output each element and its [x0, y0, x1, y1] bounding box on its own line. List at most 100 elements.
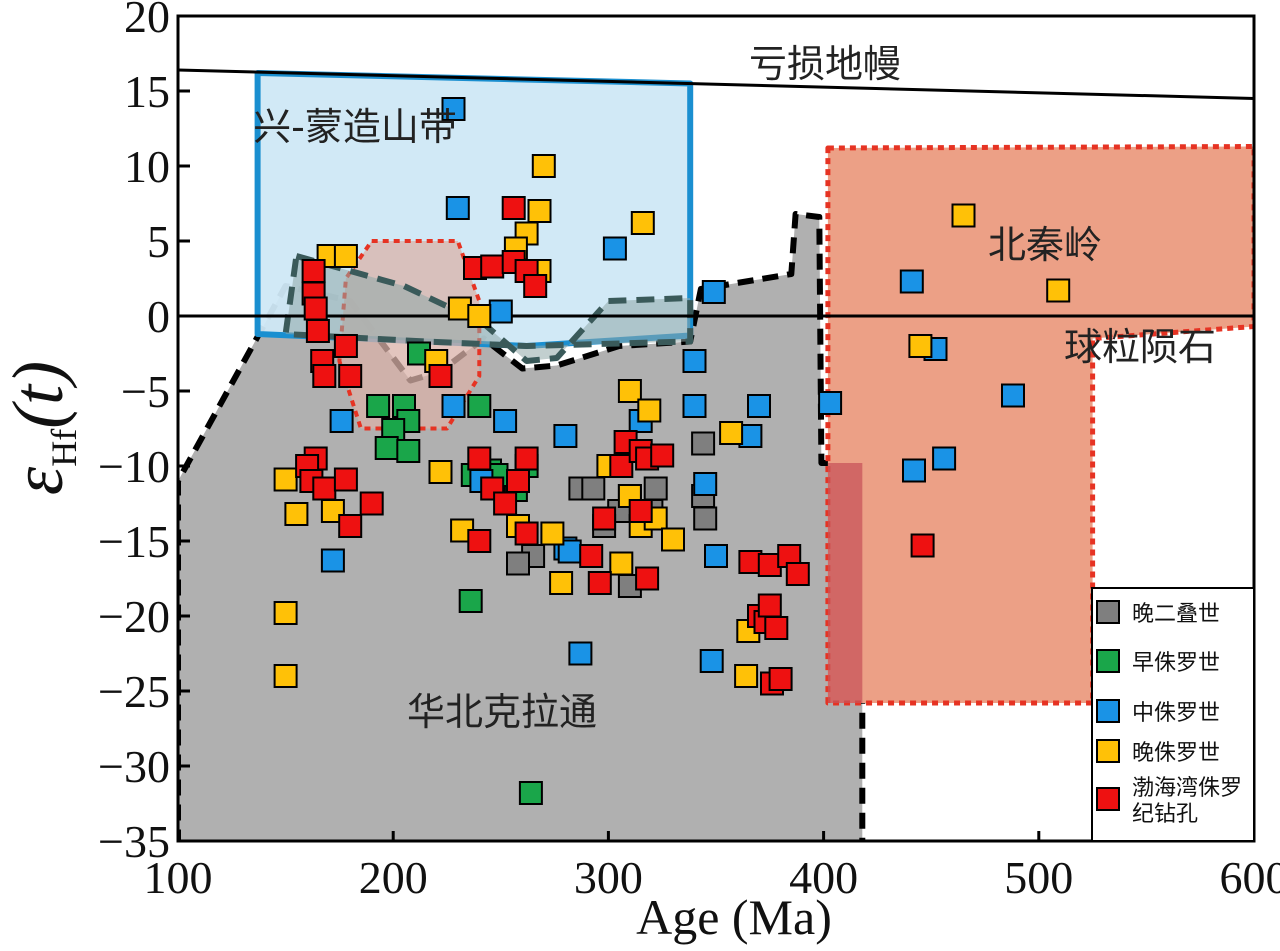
- y-axis-suffix: (t): [0, 361, 78, 429]
- data-point-series4-25: [312, 476, 337, 501]
- data-point-series2-13: [747, 394, 771, 418]
- y-axis-title: εHf(t): [0, 361, 84, 495]
- plot-frame: [176, 14, 1256, 843]
- data-point-series4-17: [493, 491, 518, 516]
- data-point-series4-6: [312, 364, 337, 388]
- data-point-series4-48: [768, 667, 793, 691]
- data-point-series2-20: [899, 269, 924, 294]
- legend-label-0: 晚二叠世: [1132, 602, 1220, 627]
- data-point-series3-15: [284, 502, 309, 526]
- legend-label-3: 晚侏罗世: [1132, 741, 1220, 766]
- data-point-series2-23: [932, 446, 957, 471]
- data-point-series4-38: [635, 566, 660, 591]
- data-point-series4-18: [506, 469, 530, 493]
- data-point-series4-11: [480, 254, 505, 279]
- x-axis-title: Age (Ma): [636, 889, 832, 945]
- y-axis-subscript: Hf: [44, 429, 84, 467]
- region-overlap: [827, 463, 863, 703]
- data-point-series0-9: [693, 506, 718, 531]
- legend-swatch-4: [1096, 787, 1120, 811]
- data-point-series3-34: [1046, 278, 1071, 303]
- data-point-series3-28: [273, 664, 298, 688]
- data-point-series2-8: [493, 409, 518, 433]
- data-point-series2-18: [699, 649, 724, 673]
- data-point-series2-24: [902, 458, 926, 483]
- data-point-series3-21: [549, 571, 574, 595]
- data-point-series1-15: [518, 781, 543, 805]
- y-tick-label-9: −25: [98, 666, 170, 717]
- data-point-series2-9: [553, 424, 578, 448]
- data-point-series4-3: [303, 296, 328, 321]
- legend-swatch-3: [1096, 739, 1120, 763]
- region-label-caob: 兴-蒙造山带: [253, 105, 457, 149]
- data-point-series4-7: [333, 334, 358, 358]
- data-point-series3-13: [719, 421, 744, 445]
- data-point-series2-16: [693, 472, 718, 496]
- data-point-series1-14: [458, 589, 483, 613]
- region-label-chur: 球粒陨石: [1064, 325, 1216, 369]
- reference-line-layer: [177, 68, 1255, 318]
- y-tick-label-7: −15: [98, 516, 170, 567]
- data-point-series4-35: [650, 443, 675, 468]
- svg-text:εHf(t): εHf(t): [0, 361, 84, 495]
- data-point-series4-4: [305, 319, 330, 343]
- y-tick-label-8: −20: [98, 591, 170, 642]
- data-point-series3-17: [428, 460, 453, 484]
- data-point-series2-25: [320, 548, 345, 573]
- y-tick-label-0: 20: [124, 0, 170, 42]
- data-point-series2-22: [1001, 383, 1025, 408]
- data-point-series4-19: [514, 446, 539, 471]
- data-point-series3-11: [617, 379, 642, 403]
- y-tick-label-6: −10: [98, 441, 170, 492]
- data-point-series2-17: [704, 544, 728, 568]
- y-tick-label-11: −35: [98, 816, 170, 867]
- data-point-series1-5: [374, 436, 399, 460]
- data-point-series2-0: [441, 97, 466, 121]
- data-point-series2-5: [682, 349, 707, 373]
- region-label-nq: 北秦岭: [988, 223, 1102, 267]
- data-point-series4-20: [467, 529, 492, 553]
- data-point-series3-20: [540, 521, 565, 546]
- data-point-series2-6: [329, 409, 354, 433]
- data-point-series1-1: [366, 394, 391, 418]
- legend-swatch-1: [1096, 649, 1120, 673]
- data-point-series4-14: [523, 274, 548, 298]
- data-point-series2-11: [682, 394, 707, 418]
- data-point-series3-29: [609, 551, 634, 576]
- data-point-series4-15: [467, 446, 492, 471]
- data-point-series2-26: [568, 641, 593, 666]
- y-tick-label-5: −5: [121, 366, 170, 417]
- y-tick-label-2: 10: [124, 141, 170, 192]
- data-point-series3-12: [637, 398, 662, 423]
- data-point-series4-0: [501, 196, 526, 220]
- data-point-series0-7: [691, 431, 716, 456]
- data-point-series3-33: [908, 334, 933, 358]
- data-point-series2-1: [445, 196, 470, 220]
- data-point-series4-42: [785, 562, 810, 586]
- data-point-series3-6: [333, 244, 358, 268]
- data-point-series4-26: [359, 491, 384, 516]
- y-tick-label-4: 0: [147, 291, 170, 342]
- legend-label-1: 早侏罗世: [1132, 651, 1220, 676]
- data-point-series4-45: [757, 593, 782, 618]
- data-point-series3-4: [630, 211, 655, 235]
- data-point-series4-29: [579, 544, 604, 568]
- x-tick-label-1: 200: [359, 852, 428, 903]
- region-2: [825, 144, 1254, 706]
- data-point-series3-27: [273, 601, 298, 625]
- data-point-series3-32: [951, 203, 976, 228]
- y-tick-label-3: 5: [147, 216, 170, 267]
- data-point-series2-7: [441, 394, 466, 418]
- data-point-series0-6: [506, 551, 530, 576]
- data-point-series3-0: [531, 154, 556, 178]
- data-point-series3-9: [467, 304, 492, 328]
- data-point-layer: [273, 97, 1071, 805]
- y-axis-symbol: ε: [0, 466, 78, 495]
- x-tick-label-0: 100: [144, 852, 213, 903]
- data-point-series2-2: [488, 299, 513, 324]
- data-point-series4-28: [333, 467, 358, 492]
- data-point-series4-34: [628, 499, 653, 523]
- data-point-series4-8: [338, 364, 363, 388]
